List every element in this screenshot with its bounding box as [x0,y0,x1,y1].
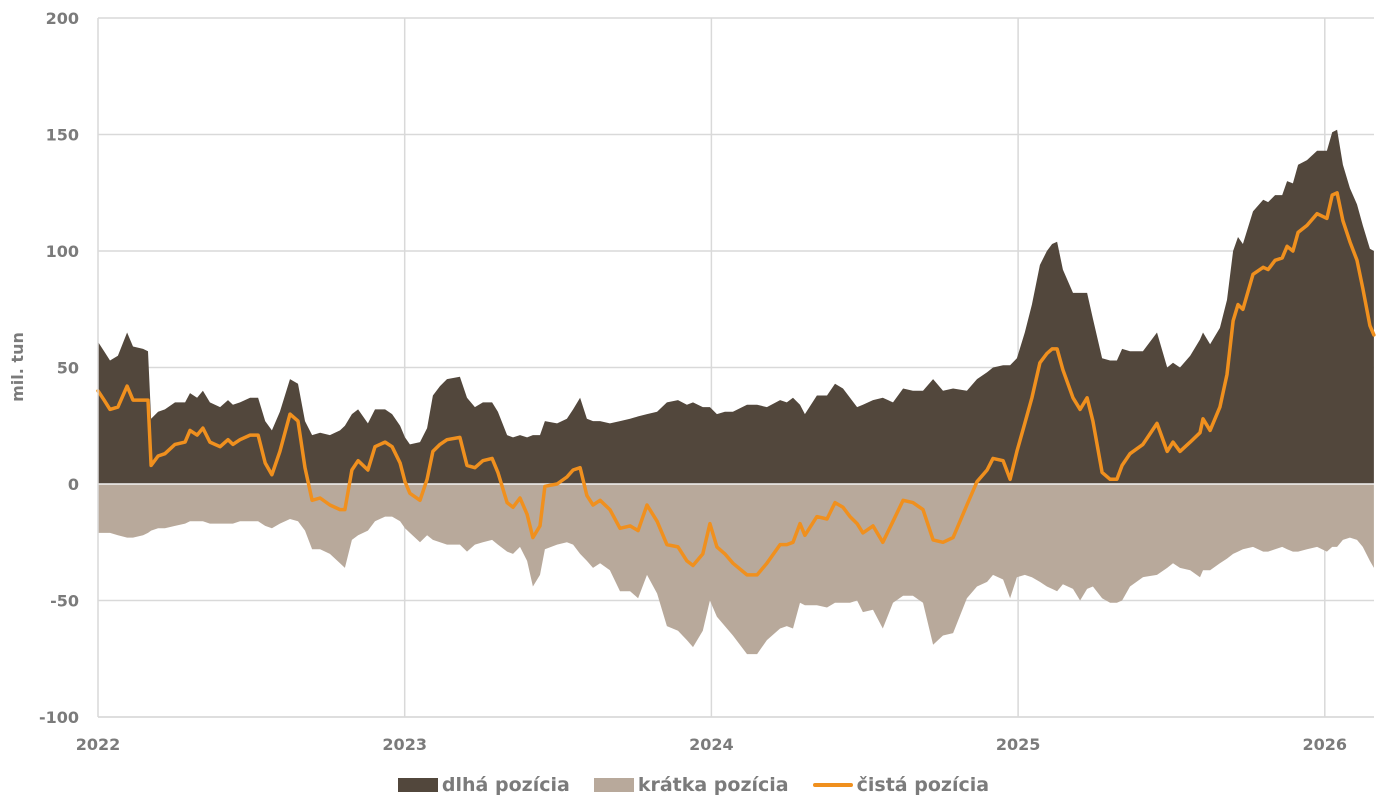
y-tick-labels: 200 150 100 50 0 -50 -100 [39,9,79,727]
y-tick-label: -50 [50,592,79,611]
y-tick-label: 50 [57,359,79,378]
legend-label-short: krátka pozícia [637,774,789,796]
y-tick-label: 200 [46,9,79,28]
x-tick-label: 2025 [996,735,1041,754]
legend-item-net: čistá pozícia [812,774,990,796]
y-tick-label: 0 [68,475,79,494]
legend-item-long: dlhá pozícia [397,774,570,796]
legend-label-long: dlhá pozícia [441,774,570,796]
x-tick-label: 2023 [382,735,427,754]
x-tick-labels: 2022 2023 2024 2025 2026 [76,735,1347,754]
y-tick-label: 150 [46,126,79,145]
y-tick-label: -100 [39,708,79,727]
legend-swatch-long [397,778,438,792]
x-tick-label: 2024 [689,735,734,754]
chart: 200 150 100 50 0 -50 -100 2022 2023 2024 2025 2026… [8,9,1376,754]
legend: dlhá pozícia krátka pozícia čistá pozíci… [0,770,1387,800]
y-tick-label: 100 [46,242,79,261]
x-tick-label: 2026 [1303,735,1348,754]
legend-label-net: čistá pozícia [856,774,990,796]
short-position-area [98,484,1374,655]
x-tick-label: 2022 [76,735,121,754]
y-axis-label: mil. tun [8,332,27,402]
net-position-line [96,191,1376,577]
legend-swatch-net [812,783,853,787]
long-position-area [98,129,1374,485]
legend-swatch-short [593,778,634,792]
legend-item-short: krátka pozícia [593,774,789,796]
